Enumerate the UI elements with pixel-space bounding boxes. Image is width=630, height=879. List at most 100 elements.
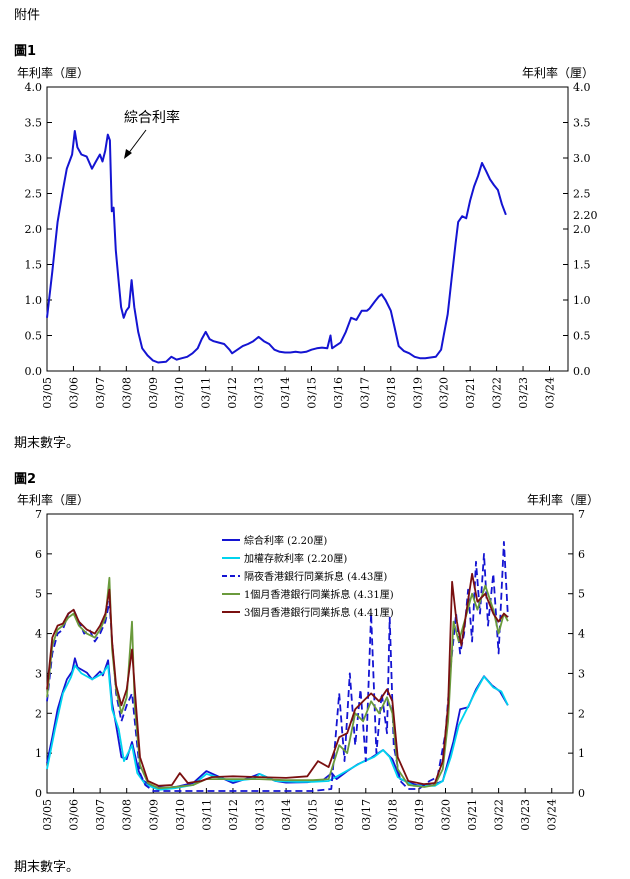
x-tick-label: 03/07	[94, 377, 107, 409]
legend-label-1: 綜合利率 (2.20厘)	[244, 534, 327, 547]
x-tick-label: 03/09	[147, 377, 160, 409]
x-tick-label: 03/23	[517, 377, 530, 409]
series-line-1	[46, 130, 507, 364]
x-tick-label: 03/16	[333, 799, 346, 831]
y-tick-label-right: 5	[578, 588, 585, 601]
y-tick-label-left: 1.5	[25, 259, 43, 272]
x-tick-label: 03/11	[200, 799, 213, 831]
x-tick-label: 03/18	[385, 377, 398, 409]
y-tick-label-right: 0.0	[573, 365, 591, 378]
legend-label-2: 加權存款利率 (2.20厘)	[244, 552, 347, 565]
y-tick-label-left: 6	[35, 548, 42, 561]
y-tick-label-left: 2.0	[25, 223, 43, 236]
annotation-arrow-head	[124, 149, 132, 159]
x-tick-label: 03/11	[200, 377, 213, 409]
y-axis-title-left: 年利率（厘）	[17, 492, 89, 507]
y-tick-label-right: 1	[578, 747, 585, 760]
y-tick-label-right: 7	[578, 508, 585, 521]
x-tick-label: 03/13	[254, 799, 267, 831]
y-tick-label-left: 7	[35, 508, 42, 521]
x-tick-label: 03/20	[439, 799, 452, 831]
x-tick-label: 03/24	[543, 377, 556, 409]
y-tick-label-left: 0	[35, 787, 42, 800]
legend-label-3: 隔夜香港銀行同業拆息 (4.43厘)	[244, 570, 387, 583]
x-tick-label: 03/22	[491, 377, 504, 409]
x-tick-label: 03/08	[121, 799, 134, 831]
x-tick-label: 03/24	[546, 799, 559, 831]
x-tick-label: 03/10	[174, 799, 187, 831]
y-tick-label-left: 3	[35, 667, 42, 680]
y-tick-label-right: 0.5	[573, 330, 591, 343]
y-tick-label-left: 5	[35, 588, 42, 601]
figure2-chart: 0 0 1 1 2 2 3 3 4 4 5 5 6 6 7 7 03/05 03/06 03/07 03/08 03/0…	[17, 492, 599, 831]
y-tick-label-right: 1.0	[573, 294, 591, 307]
series-end-label: 2.20	[573, 209, 598, 222]
x-tick-label: 03/15	[305, 377, 318, 409]
y-tick-label-right: 4	[578, 628, 585, 641]
figure2-label: 圖2	[14, 472, 37, 487]
legend-label-4: 1個月香港銀行同業拆息 (4.31厘)	[244, 588, 394, 601]
x-tick-label: 03/17	[358, 377, 371, 409]
y-tick-label-left: 0.5	[25, 330, 43, 343]
y-tick-label-right: 0	[578, 787, 585, 800]
x-tick-label: 03/12	[226, 377, 239, 409]
figure1-note: 期末數字。	[14, 436, 80, 451]
annotation-label: 綜合利率	[124, 109, 180, 126]
x-tick-label: 03/12	[227, 799, 240, 831]
x-tick-label: 03/08	[120, 377, 133, 409]
y-tick-label-right: 6	[578, 548, 585, 561]
x-tick-label: 03/05	[41, 377, 54, 409]
y-axis-title-left: 年利率（厘）	[17, 65, 89, 80]
plot-frame	[46, 513, 574, 794]
x-tick-label: 03/07	[94, 799, 107, 831]
y-axis-title-right: 年利率（厘）	[522, 65, 594, 80]
y-tick-label-right: 3	[578, 667, 585, 680]
x-tick-label: 03/21	[464, 377, 477, 409]
y-tick-label-left: 2	[35, 707, 42, 720]
y-tick-label-left: 3.5	[25, 117, 43, 130]
annex-label: 附件	[14, 8, 41, 23]
y-tick-label-right: 2.5	[573, 188, 591, 201]
x-tick-label: 03/20	[438, 377, 451, 409]
x-tick-label: 03/10	[173, 377, 186, 409]
y-tick-label-left: 1.0	[25, 294, 43, 307]
x-tick-label: 03/06	[67, 377, 80, 409]
y-tick-label-right: 3.0	[573, 152, 591, 165]
y-tick-label-left: 1	[35, 747, 42, 760]
x-tick-label: 03/14	[280, 799, 293, 831]
y-axis-title-right: 年利率（厘）	[527, 492, 599, 507]
x-tick-label: 03/17	[360, 799, 373, 831]
figure1-chart: 0.0 0.0 0.5 0.5 1.0 1.0 1.5 1.5 2.0 2.0 2.5 2.5 3.0 3…	[17, 65, 598, 409]
x-tick-label: 03/06	[68, 799, 81, 831]
series-line-4	[46, 576, 509, 790]
figure1-label: 圖1	[14, 44, 37, 59]
x-tick-label: 03/21	[466, 799, 479, 831]
x-tick-label: 03/09	[147, 799, 160, 831]
x-tick-label: 03/19	[413, 799, 426, 831]
x-tick-label: 03/15	[307, 799, 320, 831]
y-tick-label-right: 4.0	[573, 81, 591, 94]
x-tick-label: 03/22	[493, 799, 506, 831]
x-tick-label: 03/18	[386, 799, 399, 831]
plot-frame	[46, 86, 569, 372]
y-tick-label-right: 2.0	[573, 223, 591, 236]
x-tick-label: 03/05	[41, 799, 54, 831]
y-tick-label-right: 3.5	[573, 117, 591, 130]
x-tick-label: 03/19	[411, 377, 424, 409]
x-tick-label: 03/23	[519, 799, 532, 831]
y-tick-label-right: 2	[578, 707, 585, 720]
series-line-5	[46, 572, 509, 787]
y-tick-label-left: 4	[35, 628, 42, 641]
y-tick-label-left: 3.0	[25, 152, 43, 165]
legend-label-5: 3個月香港銀行同業拆息 (4.41厘)	[244, 606, 394, 619]
figure2-note: 期末數字。	[14, 860, 80, 875]
x-tick-label: 03/13	[253, 377, 266, 409]
x-tick-label: 03/14	[279, 377, 292, 409]
y-tick-label-right: 1.5	[573, 259, 591, 272]
y-tick-label-left: 4.0	[25, 81, 43, 94]
x-tick-label: 03/16	[332, 377, 345, 409]
y-tick-label-left: 0.0	[25, 365, 43, 378]
annotation-arrow-shaft	[127, 129, 147, 155]
y-tick-label-left: 2.5	[25, 188, 43, 201]
series-line-2	[46, 664, 509, 791]
